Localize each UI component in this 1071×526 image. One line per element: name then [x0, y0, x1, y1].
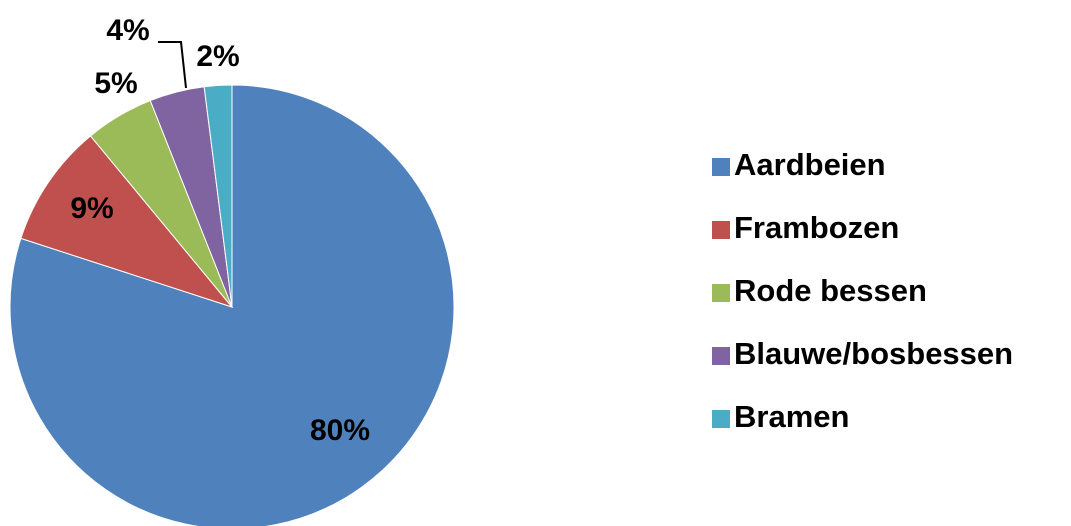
legend-label: Bramen — [734, 399, 849, 434]
legend-swatch — [712, 410, 730, 428]
data-label: 9% — [70, 192, 113, 225]
leader-line — [158, 41, 187, 89]
pie-slice — [20, 135, 234, 309]
data-label: 5% — [94, 67, 137, 100]
legend-label: Rode bessen — [734, 273, 927, 308]
legend-swatch — [712, 221, 730, 239]
legend-swatch — [712, 347, 730, 365]
data-label: 80% — [310, 414, 370, 447]
data-label: 2% — [196, 40, 239, 73]
legend-label: Blauwe/bosbessen — [734, 336, 1013, 371]
legend-swatch — [712, 284, 730, 302]
pie-slice — [203, 84, 233, 308]
data-label: 4% — [106, 14, 149, 47]
legend-label: Frambozen — [734, 210, 899, 245]
legend-swatch — [712, 158, 730, 176]
legend-label: Aardbeien — [734, 147, 886, 182]
